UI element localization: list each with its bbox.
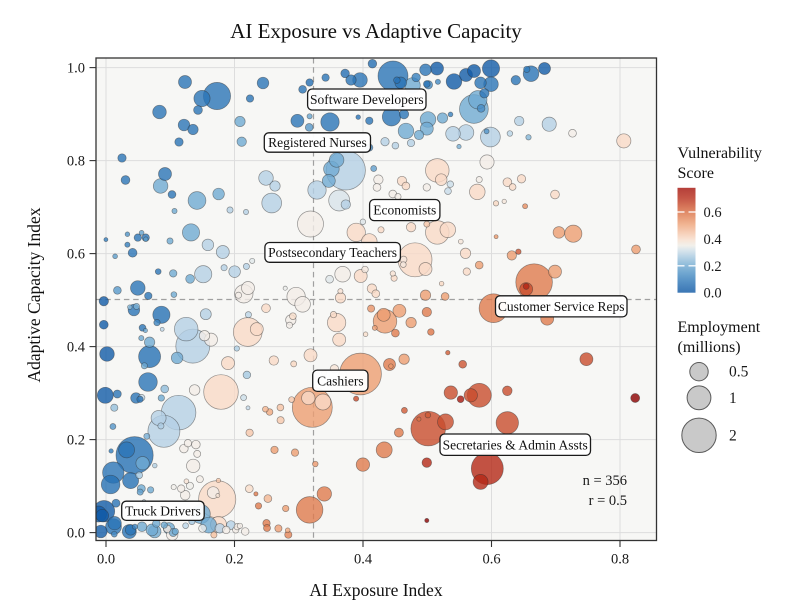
svg-text:0.2: 0.2 [67, 433, 85, 449]
svg-text:Economists: Economists [373, 203, 436, 218]
svg-text:Software Developers: Software Developers [310, 92, 424, 107]
svg-text:0.5: 0.5 [729, 364, 749, 381]
svg-text:0.6: 0.6 [704, 205, 722, 221]
svg-text:(millions): (millions) [678, 339, 741, 356]
svg-text:Score: Score [678, 165, 714, 182]
svg-text:Registered Nurses: Registered Nurses [268, 135, 367, 150]
svg-text:1.0: 1.0 [67, 61, 85, 77]
svg-text:Postsecondary Teachers: Postsecondary Teachers [268, 245, 397, 260]
svg-text:Vulnerability: Vulnerability [678, 145, 762, 162]
svg-text:0.0: 0.0 [97, 552, 115, 568]
svg-text:1: 1 [729, 390, 737, 407]
svg-text:Customer Service Reps: Customer Service Reps [498, 299, 625, 314]
svg-text:n = 356: n = 356 [583, 473, 627, 489]
svg-text:0.0: 0.0 [67, 526, 85, 542]
svg-text:0.8: 0.8 [611, 552, 629, 568]
svg-text:AI Exposure Index: AI Exposure Index [309, 580, 442, 600]
svg-text:0.6: 0.6 [67, 247, 85, 263]
svg-text:Secretaries & Admin Assts: Secretaries & Admin Assts [443, 437, 588, 452]
svg-text:0.4: 0.4 [67, 340, 86, 356]
svg-text:Truck Drivers: Truck Drivers [125, 503, 201, 518]
svg-text:Cashiers: Cashiers [317, 373, 364, 388]
svg-text:0.6: 0.6 [482, 552, 500, 568]
svg-text:0.4: 0.4 [354, 552, 373, 568]
svg-text:2: 2 [729, 427, 737, 444]
svg-text:0.0: 0.0 [704, 286, 722, 302]
svg-text:0.2: 0.2 [704, 259, 722, 275]
svg-text:0.8: 0.8 [67, 154, 85, 170]
svg-text:r = 0.5: r = 0.5 [589, 493, 627, 509]
svg-text:Employment: Employment [678, 319, 761, 336]
svg-text:AI Exposure vs Adaptive Capaci: AI Exposure vs Adaptive Capacity [230, 19, 522, 43]
svg-text:Adaptive Capacity Index: Adaptive Capacity Index [24, 207, 44, 382]
svg-text:0.4: 0.4 [704, 232, 723, 248]
svg-text:0.2: 0.2 [225, 552, 243, 568]
